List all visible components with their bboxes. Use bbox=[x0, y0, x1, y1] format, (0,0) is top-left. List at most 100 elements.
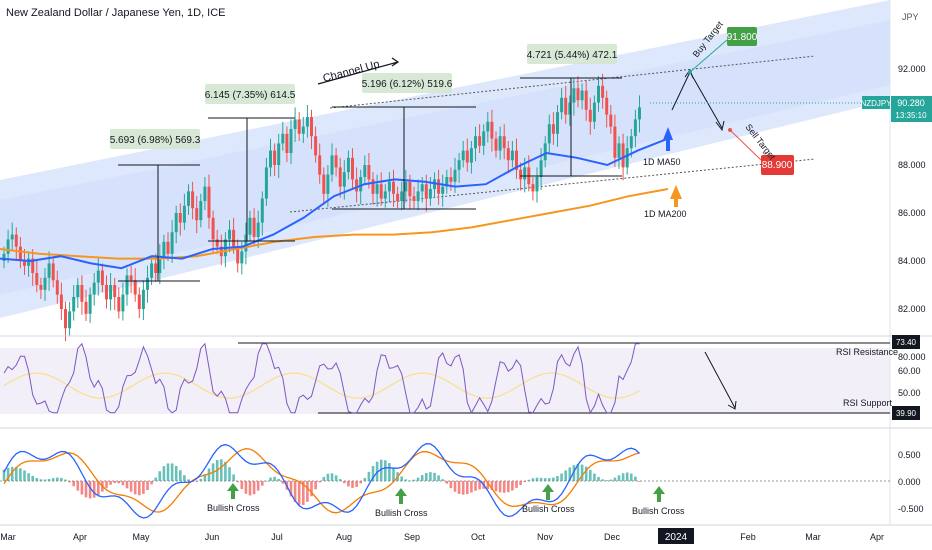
macd-histogram-bar bbox=[252, 481, 256, 495]
candle-body bbox=[244, 234, 248, 252]
candle-body bbox=[260, 198, 264, 223]
candle-body bbox=[383, 191, 387, 199]
macd-histogram-bar bbox=[437, 475, 440, 481]
macd-histogram-bar bbox=[486, 481, 490, 489]
macd-histogram-bar bbox=[51, 478, 55, 481]
macd-histogram-bar bbox=[564, 470, 567, 481]
price-tick-label: 80.000 bbox=[898, 352, 926, 362]
candle-body bbox=[584, 90, 588, 110]
candle-body bbox=[629, 136, 633, 149]
macd-histogram-bar bbox=[322, 476, 326, 481]
candle-body bbox=[502, 136, 506, 149]
sell-target-dot bbox=[728, 128, 732, 132]
candle-body bbox=[23, 261, 26, 266]
macd-histogram-bar bbox=[60, 477, 63, 481]
macd-histogram-bar bbox=[277, 478, 280, 481]
macd-histogram-bar bbox=[19, 468, 22, 481]
candle-body bbox=[396, 193, 400, 201]
candle-body bbox=[592, 102, 596, 122]
macd-histogram-bar bbox=[293, 481, 297, 502]
candle-body bbox=[64, 309, 67, 329]
macd-histogram-bar bbox=[474, 481, 477, 491]
year-badge bbox=[658, 528, 694, 544]
macd-histogram-bar bbox=[138, 481, 141, 496]
macd-histogram-bar bbox=[347, 481, 350, 487]
candle-body bbox=[14, 234, 18, 247]
candle-body bbox=[601, 85, 605, 98]
macd-histogram-bar bbox=[150, 481, 153, 485]
last-price-value: 90.280 bbox=[897, 98, 925, 108]
macd-histogram-bar bbox=[269, 477, 272, 481]
macd-histogram-bar bbox=[593, 473, 596, 481]
macd-histogram-bar bbox=[64, 479, 67, 481]
channel-band bbox=[0, 0, 890, 318]
candle-body bbox=[416, 191, 420, 201]
macd-histogram-bar bbox=[445, 481, 449, 484]
ma200-arrow-icon bbox=[670, 185, 682, 207]
candle-body bbox=[187, 191, 190, 206]
measure-label-box bbox=[527, 44, 617, 64]
candle-body bbox=[228, 229, 231, 240]
candle-body bbox=[166, 241, 170, 254]
rsi-ma-line bbox=[3, 372, 640, 399]
macd-histogram-bar bbox=[531, 478, 535, 481]
macd-histogram-bar bbox=[441, 479, 444, 481]
macd-histogram-bar bbox=[457, 481, 461, 494]
macd-histogram-bar bbox=[490, 481, 494, 490]
candle-body bbox=[195, 208, 199, 221]
x-axis-label: Jun bbox=[205, 532, 220, 542]
macd-histogram-bar bbox=[236, 481, 239, 483]
x-axis-label: May bbox=[132, 532, 150, 542]
macd-histogram-bar bbox=[318, 481, 321, 483]
candle-body bbox=[392, 181, 395, 194]
macd-histogram-bar bbox=[617, 475, 621, 481]
candle-body bbox=[597, 85, 600, 103]
x-axis-label: Mar bbox=[805, 532, 821, 542]
candle-body bbox=[568, 102, 572, 115]
macd-histogram-bar bbox=[371, 466, 375, 481]
candle-body bbox=[162, 241, 166, 257]
price-tick-label: 86.000 bbox=[898, 208, 926, 218]
macd-histogram-bar bbox=[580, 464, 584, 481]
macd-histogram-bar bbox=[6, 467, 10, 481]
candle-body bbox=[334, 155, 338, 168]
bullish-cross-label: Bullish Cross bbox=[632, 506, 685, 516]
projection-arrow-down bbox=[715, 120, 725, 132]
macd-histogram-bar bbox=[207, 468, 211, 481]
candle-body bbox=[564, 97, 568, 115]
candle-body bbox=[412, 196, 416, 201]
macd-histogram-bar bbox=[507, 481, 510, 493]
macd-histogram-bar bbox=[613, 477, 617, 481]
macd-tick-neg-0.5: -0.500 bbox=[898, 504, 924, 514]
bullish-cross-label: Bullish Cross bbox=[522, 504, 575, 514]
ma200-label: 1D MA200 bbox=[644, 209, 687, 219]
channel-inner bbox=[0, 20, 890, 295]
macd-histogram-bar bbox=[162, 466, 166, 481]
candle-body bbox=[203, 186, 207, 201]
candle-body bbox=[314, 136, 318, 156]
macd-histogram-bar bbox=[80, 481, 84, 495]
candle-body bbox=[129, 275, 133, 281]
candle-body bbox=[367, 165, 371, 180]
measure-label-box bbox=[110, 129, 200, 149]
last-price-countdown: 13:35:10 bbox=[895, 111, 927, 120]
macd-histogram-bar bbox=[154, 477, 157, 481]
candle-body bbox=[346, 157, 350, 173]
candle-body bbox=[363, 165, 367, 177]
measure-label: 5.693 (6.98%) 569.3 bbox=[110, 135, 201, 146]
macd-histogram-bar bbox=[232, 474, 235, 481]
macd-histogram-bar bbox=[511, 481, 514, 491]
macd-histogram-bar bbox=[72, 481, 75, 487]
ma50-label: 1D MA50 bbox=[643, 157, 681, 167]
macd-histogram-bar bbox=[548, 478, 551, 481]
candle-body bbox=[117, 297, 121, 312]
macd-histogram-bar bbox=[429, 472, 432, 481]
candle-body bbox=[490, 121, 494, 139]
macd-histogram-bar bbox=[129, 481, 133, 492]
candle-body bbox=[445, 177, 449, 187]
candle-body bbox=[609, 114, 613, 127]
x-axis-label: Mar bbox=[0, 532, 16, 542]
macd-histogram-bar bbox=[375, 461, 379, 481]
candle-body bbox=[355, 179, 359, 192]
rsi-resistance-value: 73.40 bbox=[896, 338, 917, 347]
